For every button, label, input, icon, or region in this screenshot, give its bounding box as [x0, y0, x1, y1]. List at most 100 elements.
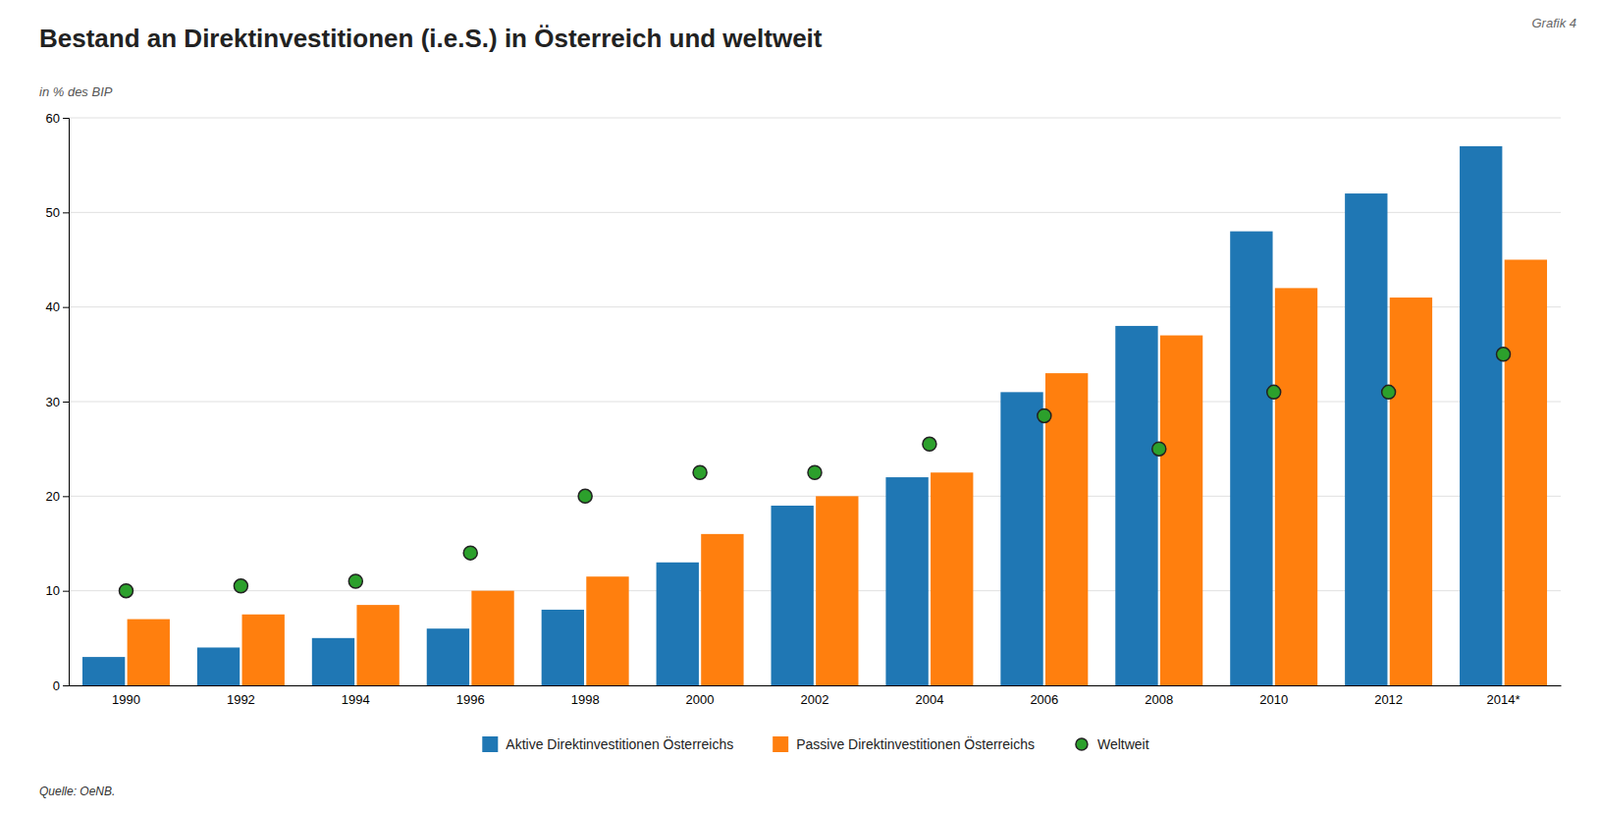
bar: [930, 472, 973, 686]
y-axis-label: in % des BIP: [39, 84, 113, 100]
point: [1037, 408, 1052, 423]
point: [693, 465, 707, 480]
y-tick-label: 40: [46, 299, 60, 315]
x-tick: 1994: [341, 692, 371, 707]
y-tick-label: 60: [46, 110, 60, 126]
source: Quelle: OeNB.: [39, 784, 115, 799]
point: [233, 579, 248, 593]
y-tick-label: 0: [53, 678, 60, 694]
point: [1382, 384, 1396, 399]
bar: [1000, 391, 1043, 686]
annotation: Grafik 4: [1531, 15, 1577, 31]
plot: 0102030405060199019921994199619982000200…: [46, 110, 1562, 708]
title: Bestand an Direktinvestitionen (i.e.S.) …: [39, 23, 823, 54]
x-tick-label: 1996: [456, 692, 485, 707]
grid-line: [68, 212, 1561, 214]
legend-item: Passive Direktinvestitionen Österreichs: [772, 735, 1035, 752]
y-tick: 60: [46, 110, 69, 126]
legend-swatch: [481, 736, 498, 752]
y-tick-label: 50: [46, 205, 60, 220]
point: [463, 545, 478, 560]
bar: [242, 614, 285, 686]
legend-swatch: [1075, 738, 1088, 750]
bar: [1275, 287, 1318, 686]
grid-line: [68, 589, 1561, 591]
grid-line: [68, 685, 1561, 687]
x-axis: 1990 1992 1994 1996 1998 2000 2002 2004 2006 2008…: [69, 686, 1562, 708]
x-tick: 2002: [800, 692, 830, 707]
point: [1496, 347, 1511, 362]
series: [82, 146, 1502, 686]
x-axis-line: [69, 685, 1562, 687]
y-tick: 30: [46, 394, 69, 410]
x-tick-label: 2002: [800, 692, 830, 707]
bar: [1344, 193, 1387, 686]
x-tick: 1998: [571, 692, 600, 707]
bar: [471, 590, 514, 686]
bar: [1389, 297, 1433, 686]
y-tick-mark: [62, 495, 69, 497]
bar: [127, 619, 170, 686]
x-tick-label: 2008: [1144, 692, 1174, 707]
x-tick: 2008: [1144, 692, 1174, 707]
bar: [312, 638, 355, 686]
marks: [82, 146, 1547, 686]
x-tick: 1990: [111, 692, 141, 707]
bar: [426, 628, 470, 686]
y-tick-label: 20: [46, 488, 60, 504]
y-tick: 40: [46, 299, 69, 315]
x-tick-label: 2012: [1374, 692, 1403, 707]
x-tick: 2006: [1029, 692, 1059, 707]
y-tick-mark: [62, 401, 69, 403]
chart: Bestand an Direktinvestitionen (i.e.S.) …: [0, 0, 1600, 813]
y-tick-mark: [62, 212, 69, 214]
y-tick-mark: [62, 590, 69, 592]
x-tick: 2004: [914, 692, 944, 707]
grid-line: [68, 495, 1561, 497]
x-tick-label: 1992: [226, 692, 256, 707]
bar: [82, 656, 125, 686]
x-tick-label: 2010: [1259, 692, 1288, 707]
bar: [586, 576, 629, 686]
x-tick-label: 1990: [111, 692, 141, 707]
point: [1267, 384, 1281, 399]
bar: [1459, 146, 1502, 686]
series: [118, 347, 1510, 598]
bar: [541, 609, 585, 686]
x-tick-label: 2004: [914, 692, 944, 707]
x-tick: 2012: [1374, 692, 1403, 707]
y-tick: 20: [46, 488, 69, 504]
y-tick: 0: [53, 678, 69, 694]
bar: [1115, 325, 1158, 686]
bar: [771, 505, 814, 686]
x-tick-label: 1994: [341, 692, 371, 707]
x-tick: 1992: [226, 692, 256, 707]
bar: [1045, 373, 1088, 686]
y-tick: 50: [46, 205, 69, 220]
point: [807, 465, 822, 480]
grid-line: [68, 117, 1561, 119]
point: [118, 584, 133, 598]
bar: [1229, 231, 1273, 686]
x-tick: 1996: [456, 692, 485, 707]
x-tick: 2010: [1259, 692, 1288, 707]
y-tick-mark: [62, 307, 69, 309]
bar: [1160, 335, 1203, 686]
legend-label: Passive Direktinvestitionen Österreichs: [796, 735, 1035, 752]
point: [578, 488, 592, 503]
bar: [700, 533, 744, 686]
x-tick: 2000: [686, 692, 715, 707]
legend-label: Weltweit: [1097, 736, 1150, 752]
bar: [197, 646, 240, 686]
bar: [356, 604, 399, 686]
x-tick-label: 1998: [571, 692, 600, 707]
bar: [1504, 260, 1547, 687]
series: [127, 260, 1547, 687]
grid-line: [68, 401, 1561, 403]
bar: [815, 495, 858, 686]
grid: [68, 117, 1561, 686]
legend-swatch: [772, 736, 789, 752]
x-tick-label: 2014*: [1487, 692, 1521, 707]
x-tick-label: 2000: [686, 692, 715, 707]
y-axis: 0102030405060: [46, 110, 70, 694]
